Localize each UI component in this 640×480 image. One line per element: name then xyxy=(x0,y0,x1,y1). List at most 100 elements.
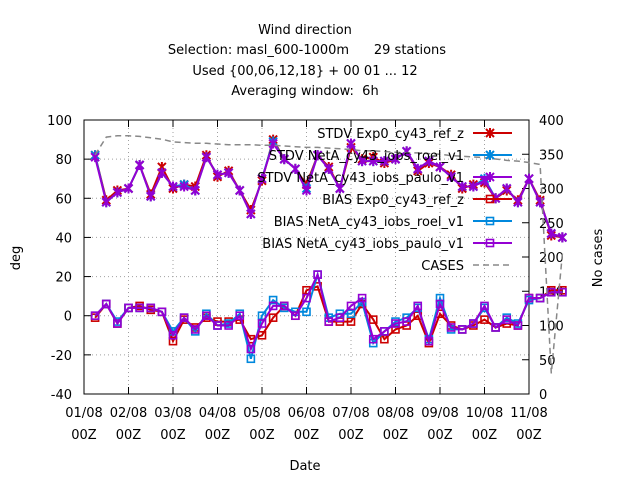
data-point xyxy=(391,325,400,334)
x-tick-label-time: 00Z xyxy=(71,428,97,443)
x-tick-label-date: 05/08 xyxy=(243,406,280,421)
data-point xyxy=(413,163,423,174)
data-point xyxy=(279,301,289,311)
legend-swatch-marker xyxy=(485,150,495,160)
data-point xyxy=(357,156,367,167)
data-point xyxy=(557,232,568,243)
data-point xyxy=(134,160,145,171)
data-point xyxy=(469,319,478,328)
legend-item: CASES xyxy=(421,259,512,274)
legend-item: BIAS NetA_cy43_iobs_roel_v1 xyxy=(274,215,512,230)
data-point xyxy=(257,330,267,340)
data-point xyxy=(368,315,378,324)
data-point xyxy=(190,325,200,334)
data-point xyxy=(302,307,311,317)
data-point xyxy=(268,295,278,305)
legend-item: STDV NetA_cy43_iobs_paulo_v1 xyxy=(257,171,512,186)
legend-label: BIAS Exp0_cy43_ref_z xyxy=(322,193,464,208)
x-tick-label-date: 01/08 xyxy=(65,406,102,421)
title-line-3: Used {00,06,12,18} + 00 01 ... 12 xyxy=(192,64,417,79)
data-point xyxy=(413,301,423,311)
y-tick-label: 60 xyxy=(55,192,72,207)
data-point xyxy=(90,311,100,321)
data-point xyxy=(224,321,233,330)
legend-swatch-marker xyxy=(485,128,495,138)
data-point xyxy=(480,315,489,324)
x-tick-label-time: 00Z xyxy=(427,428,453,443)
data-point xyxy=(302,293,311,303)
data-point xyxy=(380,327,389,336)
x-tick-label-time: 00Z xyxy=(205,428,231,443)
x-axis-ticks: 01/08 00Z 02/08 00Z 03/08 00Z 04/08 00Z 05/08 00Z… xyxy=(65,120,548,443)
y-tick-label: 20 xyxy=(55,271,72,286)
data-point xyxy=(446,171,456,182)
y-tick-label: 80 xyxy=(55,153,72,168)
data-point xyxy=(357,293,367,303)
data-point xyxy=(257,319,267,328)
data-point xyxy=(312,150,323,161)
y2-tick-label: 200 xyxy=(539,251,564,266)
y-tick-label: -40 xyxy=(51,388,72,403)
data-point xyxy=(268,301,278,311)
legend-item: BIAS NetA_cy43_iobs_paulo_v1 xyxy=(262,237,512,252)
data-point xyxy=(346,317,356,326)
data-point xyxy=(301,185,312,196)
data-point xyxy=(402,317,411,326)
data-point xyxy=(513,321,523,330)
data-point xyxy=(212,169,223,180)
y2-axis-label: No cases xyxy=(591,229,606,288)
data-point xyxy=(424,336,434,346)
legend-label: BIAS NetA_cy43_iobs_roel_v1 xyxy=(274,215,464,230)
data-point xyxy=(502,183,512,194)
data-point xyxy=(279,154,289,165)
data-point xyxy=(213,321,222,330)
data-point xyxy=(135,303,144,313)
data-point xyxy=(524,293,534,303)
data-point xyxy=(235,185,245,196)
data-point xyxy=(157,167,167,178)
y2-tick-label: 350 xyxy=(539,148,564,163)
data-point xyxy=(179,181,189,192)
x-tick-label-time: 00Z xyxy=(249,428,275,443)
x-tick-label-date: 08/08 xyxy=(377,406,414,421)
data-point xyxy=(546,228,556,239)
data-point xyxy=(112,187,123,198)
data-point xyxy=(391,319,400,328)
x-tick-label-date: 02/08 xyxy=(110,406,147,421)
title-line-1: Wind direction xyxy=(258,23,352,38)
data-point xyxy=(246,208,256,219)
data-point xyxy=(235,311,245,321)
x-tick-label-date: 04/08 xyxy=(199,406,236,421)
data-point xyxy=(190,185,200,196)
data-point xyxy=(168,181,178,192)
x-tick-label-date: 07/08 xyxy=(332,406,369,421)
legend-swatch-marker xyxy=(485,194,495,204)
chart-series xyxy=(90,134,568,374)
data-point xyxy=(401,146,412,157)
x-tick-label-date: 11/08 xyxy=(510,406,547,421)
x-tick-label-time: 00Z xyxy=(383,428,409,443)
data-point xyxy=(113,319,122,328)
data-point xyxy=(157,307,167,317)
data-point xyxy=(257,311,267,321)
data-point xyxy=(101,197,111,208)
chart-title: Wind direction Selection: masl_600-1000m… xyxy=(168,23,446,99)
y-tick-label: -20 xyxy=(51,349,72,364)
data-point xyxy=(290,163,301,174)
x-axis-label: Date xyxy=(289,459,320,474)
data-point xyxy=(223,167,234,178)
legend-label: BIAS NetA_cy43_iobs_paulo_v1 xyxy=(262,237,464,252)
data-point xyxy=(346,138,356,149)
legend-label: STDV NetA_cy43_iobs_roel_v1 xyxy=(269,149,464,164)
y2-tick-label: 300 xyxy=(539,183,564,198)
data-point xyxy=(424,156,434,167)
data-point xyxy=(368,334,378,344)
x-tick-label-time: 00Z xyxy=(472,428,498,443)
x-tick-label-time: 00Z xyxy=(116,428,142,443)
data-point xyxy=(435,293,445,303)
data-point xyxy=(246,354,256,364)
legend-swatch-marker xyxy=(485,216,495,226)
data-point xyxy=(123,183,134,194)
data-point xyxy=(346,301,356,311)
